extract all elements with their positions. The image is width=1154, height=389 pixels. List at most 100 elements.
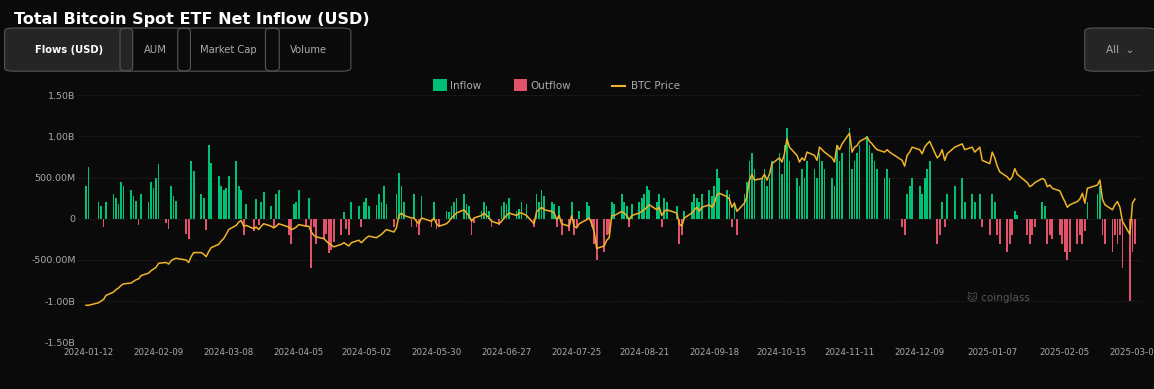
Bar bbox=[694, 194, 695, 219]
Bar bbox=[448, 212, 450, 219]
Bar bbox=[867, 137, 868, 219]
Bar bbox=[246, 204, 247, 219]
Bar bbox=[278, 190, 279, 219]
Bar bbox=[822, 161, 823, 219]
Bar bbox=[1026, 219, 1028, 235]
Bar bbox=[137, 219, 140, 225]
Bar bbox=[781, 173, 782, 219]
Bar bbox=[1119, 219, 1121, 235]
Bar bbox=[375, 205, 377, 219]
Bar bbox=[272, 219, 275, 227]
Bar bbox=[385, 204, 388, 219]
Bar bbox=[255, 199, 257, 219]
Bar bbox=[293, 204, 294, 219]
Bar bbox=[859, 145, 861, 219]
Bar bbox=[1132, 219, 1133, 252]
Bar bbox=[310, 219, 313, 268]
Bar bbox=[999, 219, 1001, 244]
Bar bbox=[334, 219, 335, 242]
Bar bbox=[927, 170, 928, 219]
Bar bbox=[553, 204, 555, 219]
Bar bbox=[561, 219, 562, 235]
Bar bbox=[638, 202, 640, 219]
Bar bbox=[871, 153, 872, 219]
Bar bbox=[661, 219, 662, 227]
Bar bbox=[445, 210, 448, 219]
Bar bbox=[533, 219, 535, 227]
Bar bbox=[604, 219, 605, 252]
Bar bbox=[315, 219, 317, 244]
Bar bbox=[676, 207, 677, 219]
Bar bbox=[148, 202, 150, 219]
Bar bbox=[343, 212, 345, 219]
Bar bbox=[253, 219, 255, 231]
Bar bbox=[644, 194, 645, 219]
Bar bbox=[158, 164, 159, 219]
Bar bbox=[749, 161, 750, 219]
Bar bbox=[203, 198, 204, 219]
Bar bbox=[924, 178, 926, 219]
Bar bbox=[1087, 202, 1088, 219]
Bar bbox=[518, 209, 520, 219]
Bar bbox=[771, 161, 773, 219]
Bar bbox=[122, 186, 125, 219]
Bar bbox=[550, 202, 553, 219]
Bar bbox=[193, 171, 195, 219]
Bar bbox=[463, 194, 465, 219]
Bar bbox=[261, 202, 262, 219]
Bar bbox=[904, 219, 906, 235]
Bar bbox=[726, 190, 728, 219]
Bar bbox=[152, 187, 155, 219]
Bar bbox=[586, 202, 587, 219]
Bar bbox=[876, 170, 878, 219]
Bar bbox=[711, 196, 713, 219]
Bar bbox=[456, 198, 457, 219]
Bar bbox=[411, 219, 412, 227]
Bar bbox=[381, 202, 382, 219]
Bar bbox=[535, 194, 538, 219]
Bar bbox=[118, 204, 119, 219]
Bar bbox=[754, 170, 756, 219]
Text: Volume: Volume bbox=[290, 45, 327, 54]
Bar bbox=[481, 210, 482, 219]
Bar bbox=[841, 153, 842, 219]
Bar bbox=[814, 170, 816, 219]
Bar bbox=[210, 163, 212, 219]
Bar bbox=[803, 178, 805, 219]
Bar bbox=[238, 186, 240, 219]
Bar bbox=[623, 202, 625, 219]
Bar bbox=[1064, 219, 1066, 252]
Bar bbox=[799, 186, 801, 219]
Text: AUM: AUM bbox=[144, 45, 166, 54]
Bar bbox=[889, 178, 891, 219]
Bar bbox=[345, 219, 347, 229]
Bar bbox=[769, 178, 771, 219]
Bar bbox=[807, 161, 808, 219]
Bar bbox=[730, 219, 733, 227]
Bar bbox=[631, 204, 632, 219]
Bar bbox=[921, 194, 923, 219]
Bar bbox=[364, 202, 365, 219]
Bar bbox=[526, 204, 527, 219]
Bar bbox=[450, 207, 452, 219]
Bar bbox=[556, 219, 557, 227]
Bar bbox=[629, 219, 630, 227]
Bar bbox=[85, 186, 87, 219]
Bar bbox=[330, 219, 332, 250]
Bar bbox=[100, 207, 102, 219]
Bar bbox=[1029, 219, 1031, 244]
Bar bbox=[734, 202, 735, 219]
Bar bbox=[1084, 219, 1086, 231]
Bar bbox=[974, 202, 975, 219]
Bar bbox=[508, 198, 510, 219]
Bar bbox=[1122, 219, 1123, 268]
Bar bbox=[165, 219, 167, 223]
Bar bbox=[155, 178, 157, 219]
Bar bbox=[713, 186, 715, 219]
Bar bbox=[208, 145, 210, 219]
Bar bbox=[1032, 219, 1033, 235]
Bar bbox=[366, 198, 367, 219]
Bar bbox=[105, 202, 107, 219]
Text: Inflow: Inflow bbox=[450, 81, 481, 91]
Text: Flows (USD): Flows (USD) bbox=[35, 45, 103, 54]
